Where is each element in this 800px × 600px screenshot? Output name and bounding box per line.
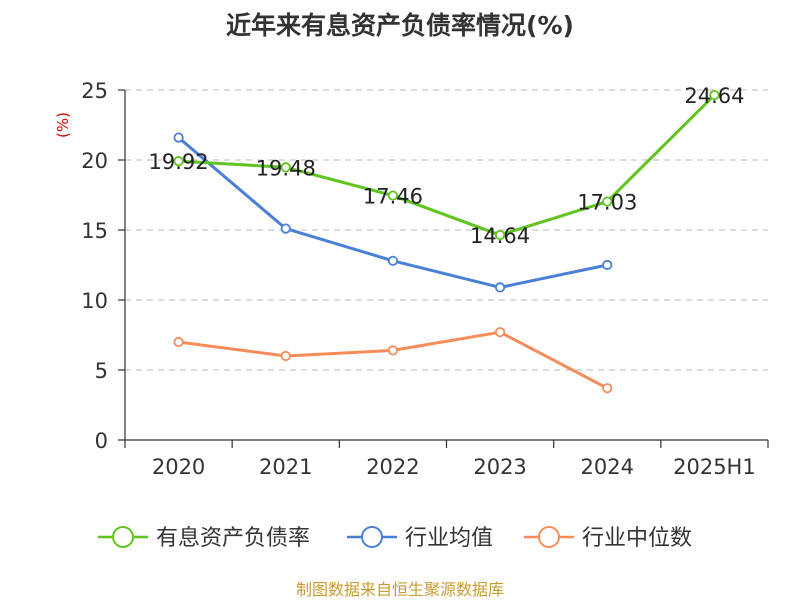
data-point xyxy=(494,229,506,241)
y-tick-label: 15 xyxy=(81,219,108,243)
y-tick-label: 10 xyxy=(81,289,108,313)
x-tick-label: 2022 xyxy=(366,455,419,479)
gridlines xyxy=(125,89,768,371)
y-tick-label: 5 xyxy=(95,359,108,383)
legend-swatch-marker xyxy=(538,526,560,548)
data-point xyxy=(602,196,613,207)
data-point xyxy=(173,132,184,143)
series-1 xyxy=(173,89,720,241)
legend-item-3: 行业中位数 xyxy=(524,526,692,551)
data-point xyxy=(280,223,291,234)
data-point xyxy=(387,255,399,266)
data-point xyxy=(280,350,291,362)
data-label: 24.64 xyxy=(684,84,744,108)
data-source-note: 制图数据来自恒生聚源数据库 xyxy=(296,580,504,599)
data-label: 19.48 xyxy=(256,156,316,180)
data-point xyxy=(387,345,399,356)
x-tick-label: 2023 xyxy=(473,455,526,479)
data-point xyxy=(387,190,399,201)
y-tick-label: 25 xyxy=(81,79,108,103)
data-label: 17.03 xyxy=(577,191,637,215)
chart-title: 近年来有息资产负债率情况(%) xyxy=(226,11,574,40)
x-tick-label: 2021 xyxy=(259,455,312,479)
data-point xyxy=(602,259,613,271)
legend-item-1: 有息资产负债率 xyxy=(98,526,310,551)
x-tick-label: 2024 xyxy=(581,455,634,479)
legend-label: 有息资产负债率 xyxy=(156,526,310,551)
x-tick-label: 2025H1 xyxy=(673,455,756,479)
data-label: 14.64 xyxy=(470,224,530,248)
legend-label: 行业均值 xyxy=(405,526,493,551)
legend-label: 行业中位数 xyxy=(582,526,692,551)
data-point xyxy=(494,327,506,338)
legend: 有息资产负债率 行业均值 行业中位数 xyxy=(98,526,692,551)
series-3 xyxy=(173,327,613,394)
data-labels: 19.92 19.48 17.46 14.64 17.03 24.64 xyxy=(149,84,745,248)
legend-item-2: 行业均值 xyxy=(347,526,493,551)
series-line xyxy=(178,330,608,390)
series-line xyxy=(178,93,716,237)
data-point xyxy=(709,89,720,101)
data-point xyxy=(173,336,184,348)
series-2 xyxy=(173,132,613,293)
data-point xyxy=(280,162,291,173)
data-label: 19.92 xyxy=(149,150,209,174)
y-tick-label: 20 xyxy=(81,149,108,173)
legend-swatch-marker xyxy=(112,526,134,548)
x-tick-label: 2020 xyxy=(152,455,205,479)
axes: 0 5 10 15 20 25 2020 2021 2022 2023 2024 2025H1 xyxy=(81,79,769,479)
data-point xyxy=(602,383,613,394)
data-point xyxy=(494,282,506,293)
y-axis-unit: (%) xyxy=(54,112,72,138)
data-point xyxy=(173,156,184,167)
data-label: 17.46 xyxy=(363,185,423,209)
series-lines xyxy=(173,89,720,394)
y-tick-label: 0 xyxy=(95,429,108,453)
legend-swatch-marker xyxy=(361,526,383,548)
